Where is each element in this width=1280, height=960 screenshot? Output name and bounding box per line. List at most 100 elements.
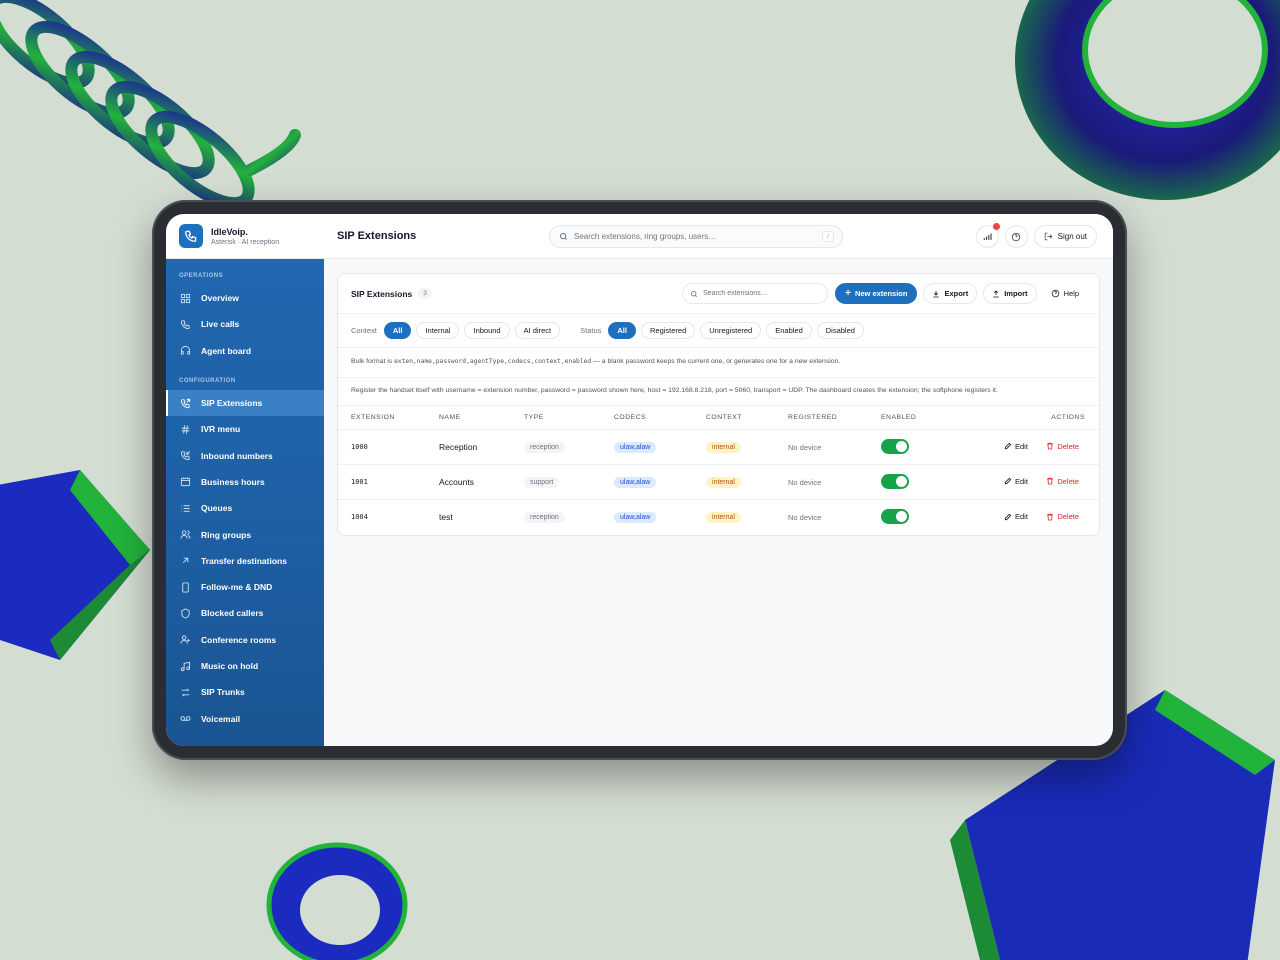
context-chip-internal[interactable]: Internal	[416, 322, 460, 339]
new-extension-button[interactable]: + New extension	[835, 283, 918, 304]
global-search[interactable]: /	[549, 225, 843, 248]
brand-subtitle: Asterisk · AI reception	[211, 238, 280, 246]
registered-cell: No device	[775, 429, 868, 465]
sidebar-item-label: Follow-me & DND	[201, 582, 273, 593]
pencil-icon	[1004, 477, 1012, 485]
help-link[interactable]: Help	[1042, 283, 1087, 304]
spring-decoration	[0, 0, 301, 210]
download-icon	[933, 290, 940, 297]
sidebar-item-agent-board[interactable]: Agent board	[166, 338, 324, 364]
table-row[interactable]: 1001 Accounts support ulaw,alaw internal…	[338, 464, 1099, 500]
sidebar-item-live-calls[interactable]: Live calls	[166, 311, 324, 337]
edit-button[interactable]: Edit	[1004, 477, 1028, 486]
bulk-format-code: exten,name,password,agentType,codecs,con…	[394, 358, 592, 366]
search-icon	[560, 233, 567, 240]
status-chip-all[interactable]: All	[608, 322, 636, 339]
column-header[interactable]: REGISTERED	[775, 405, 868, 430]
sidebar-item-label: Agent board	[201, 345, 252, 356]
enabled-toggle[interactable]	[881, 508, 909, 524]
sidebar-item-label: Blocked callers	[201, 608, 264, 619]
edit-button[interactable]: Edit	[1004, 442, 1028, 451]
plus-icon: +	[845, 288, 851, 299]
music-icon	[180, 661, 191, 672]
extension-search-input[interactable]	[703, 290, 824, 297]
signal-status-button[interactable]	[975, 223, 1000, 248]
help-button[interactable]	[1004, 225, 1028, 248]
cube-decoration	[950, 690, 1275, 960]
list-icon	[180, 503, 191, 514]
pencil-icon	[1004, 442, 1012, 450]
hash-icon	[180, 424, 191, 435]
phone-incoming-icon	[180, 450, 191, 461]
name-cell: Accounts	[426, 464, 511, 500]
import-button[interactable]: Import	[983, 283, 1037, 304]
sidebar-item-ring-groups[interactable]: Ring groups	[166, 521, 324, 547]
delete-button[interactable]: Delete	[1046, 512, 1079, 521]
sidebar-item-business-hours[interactable]: Business hours	[166, 469, 324, 495]
column-header[interactable]: TYPE	[511, 405, 601, 430]
column-header[interactable]: CODECS	[601, 405, 693, 430]
status-chip-disabled[interactable]: Disabled	[816, 322, 864, 339]
column-header[interactable]: EXTENSION	[338, 405, 426, 430]
context-chip-inbound[interactable]: Inbound	[464, 322, 510, 339]
sidebar-item-label: Queues	[201, 503, 233, 514]
global-search-input[interactable]	[574, 232, 814, 241]
extension-cell: 1000	[338, 429, 426, 465]
sign-out-label: Sign out	[1057, 232, 1087, 241]
count-badge: 3	[418, 288, 432, 299]
sidebar-item-sip-extensions[interactable]: SIP Extensions	[166, 389, 324, 417]
column-header[interactable]: ENABLED	[868, 405, 948, 430]
cube-decoration	[0, 470, 150, 660]
column-header[interactable]: NAME	[426, 405, 511, 430]
column-header[interactable]: CONTEXT	[693, 405, 775, 430]
import-label: Import	[1004, 289, 1028, 298]
enabled-toggle[interactable]	[881, 473, 909, 489]
status-chip-unregistered[interactable]: Unregistered	[700, 322, 762, 339]
sidebar-item-label: IVR menu	[201, 424, 241, 435]
delete-button[interactable]: Delete	[1046, 442, 1079, 451]
sidebar-item-overview[interactable]: Overview	[166, 285, 324, 311]
registered-cell: No device	[788, 512, 822, 522]
sidebar-item-sip-trunks[interactable]: SIP Trunks	[166, 679, 324, 705]
voicemail-icon	[180, 713, 191, 724]
codecs-badge: ulaw,alaw	[614, 442, 657, 453]
enabled-toggle[interactable]	[881, 438, 909, 454]
sidebar-item-follow-me[interactable]: Follow-me & DND	[166, 574, 324, 600]
new-extension-label: New extension	[854, 289, 908, 298]
context-filter-label: Context	[351, 326, 377, 335]
sidebar-item-label: Inbound numbers	[201, 450, 273, 461]
status-filter-label: Status	[580, 326, 602, 335]
status-chip-enabled[interactable]: Enabled	[766, 322, 812, 339]
brand[interactable]: IdleVoip. Asterisk · AI reception	[166, 214, 324, 259]
context-chip-ai-direct[interactable]: AI direct	[514, 322, 561, 339]
sidebar-item-conference-rooms[interactable]: Conference rooms	[166, 627, 324, 653]
help-label: Help	[1063, 289, 1079, 298]
sidebar-item-music-on-hold[interactable]: Music on hold	[166, 653, 324, 679]
edit-button[interactable]: Edit	[1004, 512, 1028, 521]
extension-search[interactable]	[682, 283, 829, 304]
status-chip-registered[interactable]: Registered	[640, 322, 696, 339]
help-circle-icon	[1051, 289, 1059, 298]
ring-decoration	[266, 842, 408, 960]
export-button[interactable]: Export	[923, 283, 978, 304]
search-icon	[691, 290, 698, 297]
sidebar-item-inbound-numbers[interactable]: Inbound numbers	[166, 442, 324, 468]
sidebar-item-label: Voicemail	[201, 713, 241, 724]
sign-out-button[interactable]: Sign out	[1033, 225, 1097, 248]
register-note: Register the handset itself with usernam…	[338, 378, 1099, 406]
sidebar-item-blocked-callers[interactable]: Blocked callers	[166, 600, 324, 626]
extensions-card: SIP Extensions 3 + New extension	[337, 273, 1100, 536]
export-label: Export	[944, 289, 969, 298]
sidebar-item-ivr-menu[interactable]: IVR menu	[166, 416, 324, 442]
sidebar-item-voicemail[interactable]: Voicemail	[166, 705, 324, 731]
sidebar-item-transfer-destinations[interactable]: Transfer destinations	[166, 548, 324, 574]
signal-icon	[983, 233, 992, 240]
table-row[interactable]: 1004 test reception ulaw,alaw internal N…	[338, 500, 1099, 535]
delete-button[interactable]: Delete	[1046, 477, 1079, 486]
type-badge: reception	[524, 442, 565, 453]
sidebar-item-label: Business hours	[201, 476, 265, 487]
context-chip-all[interactable]: All	[383, 322, 412, 339]
registered-cell: No device	[775, 464, 868, 500]
sidebar-item-queues[interactable]: Queues	[166, 495, 324, 521]
table-row[interactable]: 1000 Reception reception ulaw,alaw inter…	[338, 429, 1099, 465]
